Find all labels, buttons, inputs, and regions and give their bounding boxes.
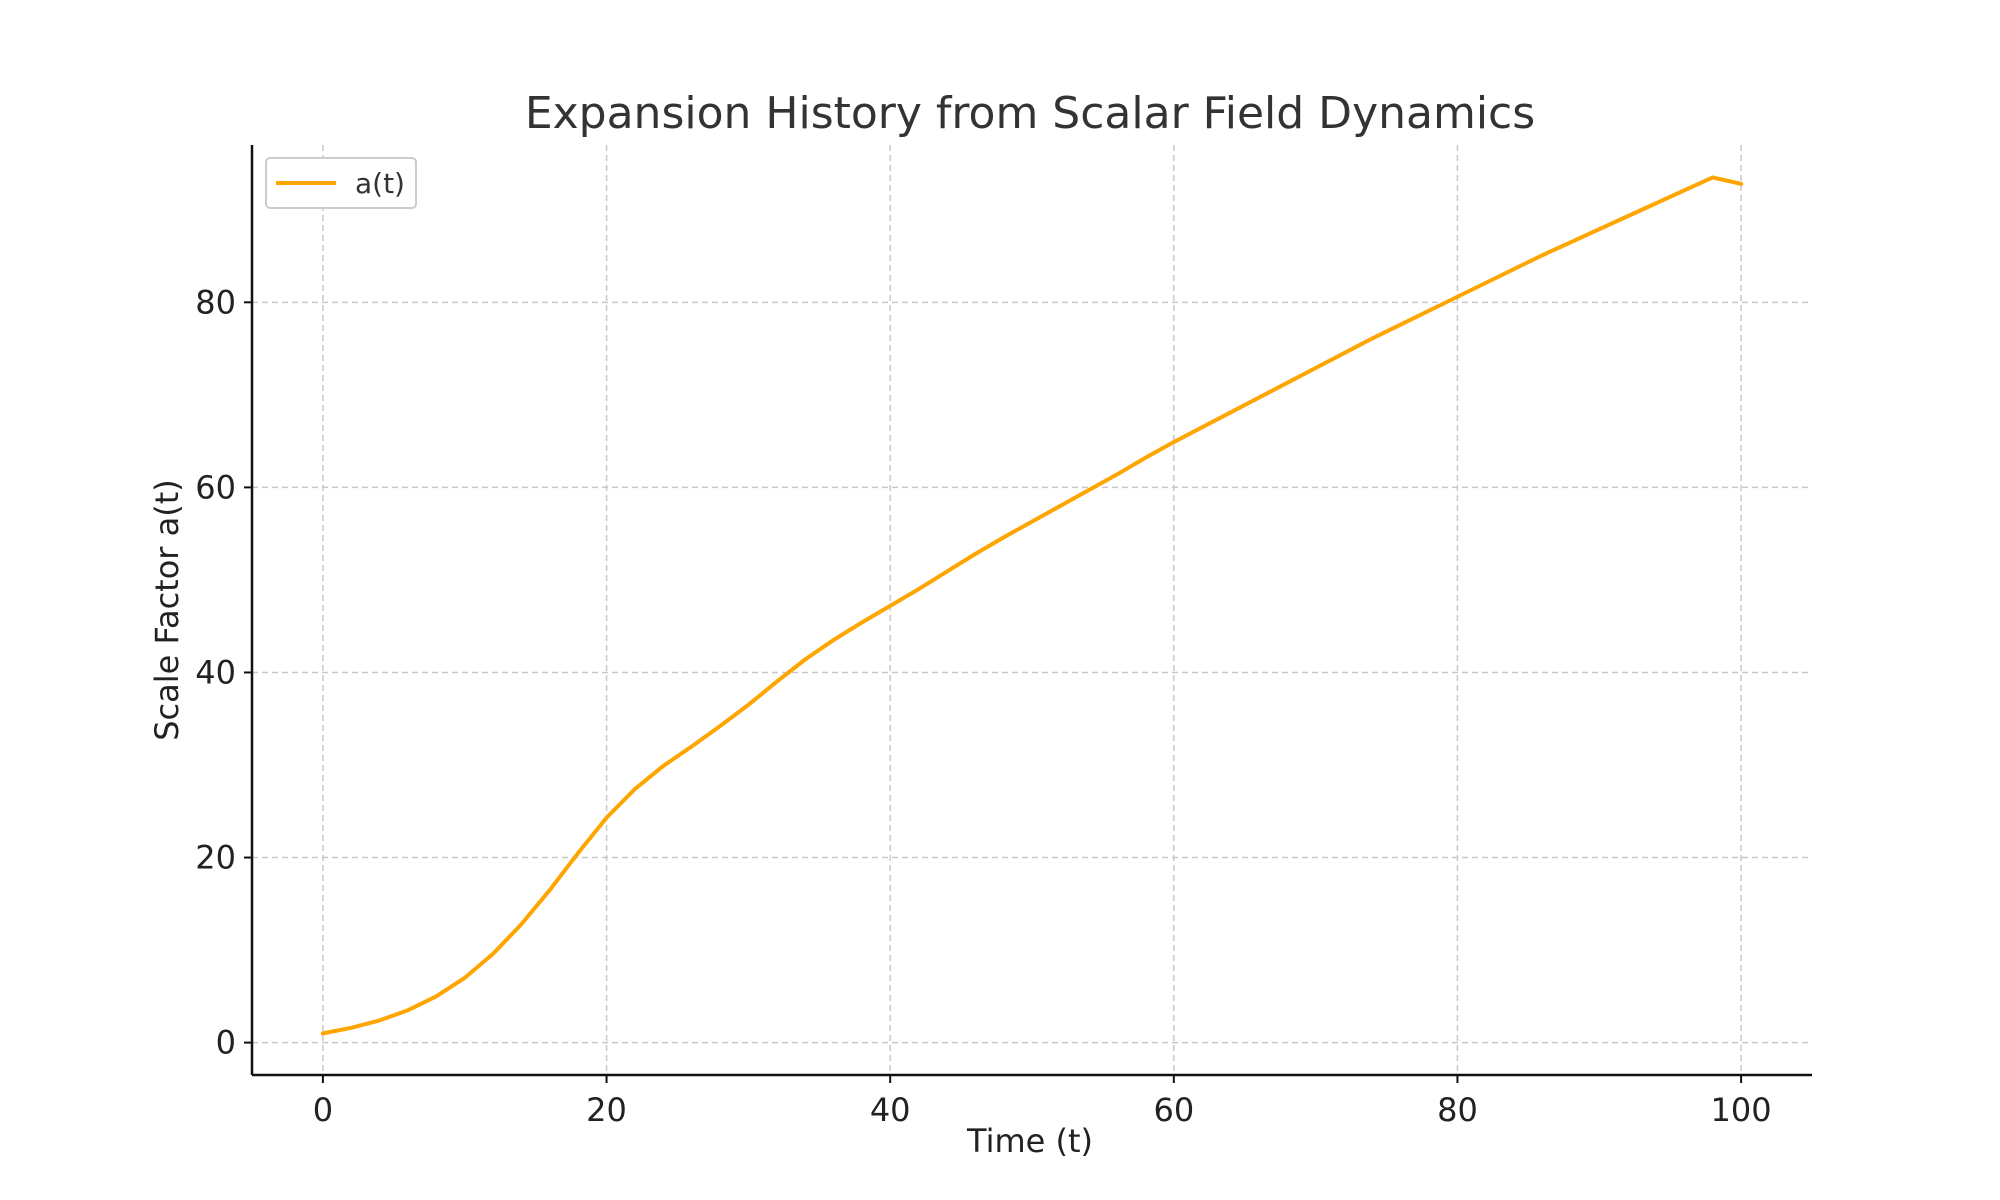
axes-layer (250, 145, 1812, 1077)
grid-layer (252, 145, 1812, 1075)
y-axis-label: Scale Factor a(t) (148, 479, 186, 741)
series-line-a-t- (320, 175, 1744, 1036)
chart-title: Expansion History from Scalar Field Dyna… (525, 88, 1535, 139)
y-tick-label-40: 40 (195, 653, 236, 691)
legend-label-a-t: a(t) (355, 167, 405, 200)
x-tick-label-100: 100 (1711, 1091, 1772, 1129)
y-tick-label-20: 20 (195, 839, 236, 877)
y-tick-label-80: 80 (195, 283, 236, 321)
ticks-layer: 0 20 40 60 80 100 0 20 40 60 80 (195, 283, 1771, 1129)
series-layer (320, 175, 1744, 1036)
x-axis-label: Time (t) (966, 1122, 1093, 1160)
x-tick-label-40: 40 (870, 1091, 911, 1129)
x-tick-label-0: 0 (313, 1091, 333, 1129)
y-tick-label-0: 0 (216, 1024, 236, 1062)
x-tick-label-20: 20 (586, 1091, 627, 1129)
legend: a(t) (265, 157, 417, 209)
y-tick-label-60: 60 (195, 468, 236, 506)
x-tick-label-60: 60 (1153, 1091, 1194, 1129)
x-tick-label-80: 80 (1437, 1091, 1478, 1129)
legend-box (265, 157, 417, 209)
